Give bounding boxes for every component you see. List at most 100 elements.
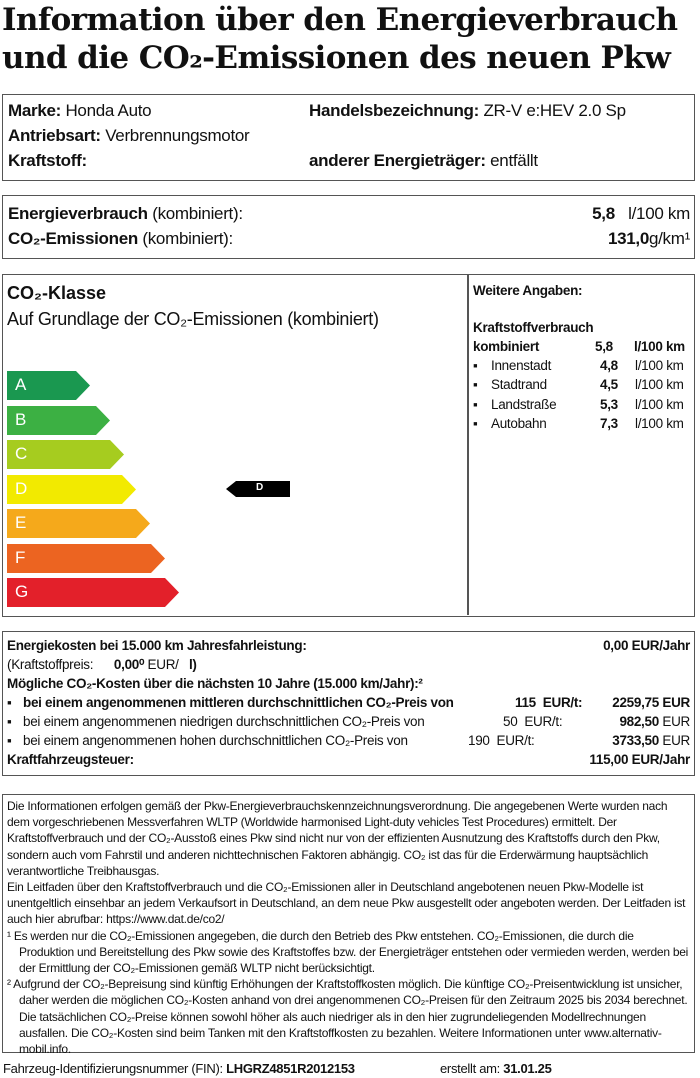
tax-label: Kraftfahrzeugsteuer: <box>7 752 134 767</box>
co2-class-letter: E <box>15 513 27 532</box>
bullet-icon: ▪ <box>473 396 478 412</box>
footnote-2: ² Aufgrund der CO₂-Bepreisung sind künft… <box>7 977 688 1057</box>
co2-label: CO₂-Emissionen <box>8 229 138 248</box>
fin-value: LHGRZ4851R2012153 <box>226 1061 355 1076</box>
footnote-1: ¹ Es werden nur die CO₂-Emissionen angeg… <box>7 928 689 976</box>
energy-value: 5,8 <box>592 204 615 223</box>
current-class-marker: D <box>226 481 290 497</box>
bullet-icon: ▪ <box>7 733 12 748</box>
co2-unit: g/km¹ <box>648 229 690 248</box>
fuel-price-value: 0,00⁰ <box>113 657 145 672</box>
consumption-row-unit: l/100 km <box>635 358 684 373</box>
co2-cost-row-text: bei einem angenommenen niedrigen durchsc… <box>23 714 425 729</box>
consumption-row-label: Autobahn <box>491 415 547 431</box>
costs-box: Energiekosten bei 15.000 km Jahresfahrle… <box>2 631 695 776</box>
bullet-icon: ▪ <box>473 377 478 393</box>
co2-class-bar-a: A <box>7 371 90 400</box>
divider <box>467 275 469 615</box>
note-paragraph-1: Die Informationen erfolgen gemäß der Pkw… <box>7 799 668 878</box>
bullet-icon: ▪ <box>7 695 12 710</box>
consumption-row-unit: l/100 km <box>635 415 684 431</box>
consumption-row-unit: l/100 km <box>635 377 684 393</box>
further-title: Weitere Angaben: <box>473 283 583 298</box>
combined-label: kombiniert <box>473 339 540 354</box>
co2-class-letter: D <box>15 478 28 498</box>
co2-class-bar-c: C <box>7 440 124 469</box>
co2-class-letter: C <box>15 444 28 463</box>
co2-class-box: CO₂-Klasse Auf Grundlage der CO₂-Emissio… <box>2 274 695 617</box>
vehicle-box: Marke: Honda Auto Handelsbezeichnung: ZR… <box>2 94 695 181</box>
title-line-1: Information über den Energieverbrauch <box>2 2 678 38</box>
kraftstoff-label: Kraftstoff: <box>8 151 87 170</box>
co2-value: 131,0 <box>607 229 649 248</box>
note-paragraph-2: Ein Leitfaden über den Kraftstoffverbrau… <box>7 880 686 927</box>
notes-box: Die Informationen erfolgen gemäß der Pkw… <box>2 794 695 1056</box>
co2-cost-value: 982,50 <box>619 714 659 729</box>
energy-cost-value: 0,00 EUR/Jahr <box>603 638 690 653</box>
current-class-label: D <box>256 482 264 493</box>
handel-value: ZR-V e:HEV 2.0 Sp <box>483 101 626 120</box>
co2-class-bar-d: D <box>7 474 136 504</box>
co2-cost-row-text: bei einem angenommenen mittleren durchsc… <box>23 695 454 710</box>
combined-unit: l/100 km <box>634 339 685 354</box>
consumption-row-label: Stadtrand <box>491 377 547 393</box>
tax-value: 115,00 EUR/Jahr <box>589 752 690 767</box>
consumption-row-value: 5,3 <box>600 396 618 412</box>
marke-value: Honda Auto <box>65 101 152 120</box>
co2-price-unit: EUR/t: <box>542 695 583 710</box>
energy-cost-label: Energiekosten bei 15.000 km Jahresfahrle… <box>7 638 307 653</box>
co2-class-subtitle: Auf Grundlage der CO₂-Emissionen (kombin… <box>7 309 379 329</box>
energy-unit: l/100 km <box>628 204 690 223</box>
co2-class-bar-g: G <box>7 578 179 607</box>
date-label: erstellt am: <box>440 1061 500 1076</box>
antrieb-label: Antriebsart: <box>8 126 101 145</box>
consumption-row-unit: l/100 km <box>635 396 684 412</box>
co2-class-letter: G <box>15 582 29 601</box>
co2-cost-unit: EUR <box>662 733 690 748</box>
antrieb-value: Verbrennungsmotor <box>105 126 250 145</box>
date-value: 31.01.25 <box>503 1061 552 1076</box>
co2-class-letter: B <box>15 409 27 429</box>
bullet-icon: ▪ <box>473 358 478 373</box>
co2-cost-heading: Mögliche CO₂-Kosten über die nächsten 10… <box>7 676 423 691</box>
co2-class-letter: F <box>15 547 26 567</box>
co2-class-bar-b: B <box>7 405 110 435</box>
combined-value: 5,8 <box>595 339 613 354</box>
co2-price-unit: EUR/t: <box>524 714 563 729</box>
co2-price: 115 <box>515 695 536 710</box>
title-line-2: und die CO₂-Emissionen des neuen Pkw <box>2 40 671 76</box>
co2-cost-unit: EUR <box>662 714 690 729</box>
co2-cost-value: 3733,50 <box>612 733 659 748</box>
consumption-row-label: Innenstadt <box>491 358 552 373</box>
energy-suffix: (kombiniert): <box>152 204 243 223</box>
anderer-label: anderer Energieträger: <box>309 151 486 170</box>
fin-label: Fahrzeug-Identifizierungsnummer (FIN): <box>3 1061 223 1076</box>
consumption-row-value: 4,8 <box>600 358 618 373</box>
marke-label: Marke: <box>8 101 62 120</box>
handel-label: Handelsbezeichnung: <box>309 101 479 120</box>
co2-price: 190 <box>468 733 490 748</box>
anderer-value: entfällt <box>490 151 538 170</box>
co2-suffix: (kombiniert): <box>142 229 233 248</box>
co2-class-bar-e: E <box>7 509 150 538</box>
co2-cost-value: 2259,75 EUR <box>612 695 690 710</box>
co2-price: 50 <box>503 714 518 729</box>
further-heading: Kraftstoffverbrauch <box>473 320 594 335</box>
consumption-row-value: 7,3 <box>600 415 618 431</box>
fuel-price-unit-l: l) <box>188 657 197 672</box>
consumption-row-value: 4,5 <box>600 377 618 393</box>
consumption-box: Energieverbrauch (kombiniert): 5,8 l/100… <box>2 195 695 259</box>
co2-cost-row-text: bei einem angenommenen hohen durchschnit… <box>23 733 408 748</box>
bullet-icon: ▪ <box>473 415 478 431</box>
energy-label: Energieverbrauch <box>8 204 148 223</box>
co2-price-unit: EUR/t: <box>496 733 535 748</box>
marker-arrow-icon <box>226 481 290 497</box>
fuel-price-label: (Kraftstoffpreis: <box>7 657 94 672</box>
co2-class-bar-f: F <box>7 543 165 573</box>
fuel-price-unit: EUR/ <box>147 657 179 672</box>
bullet-icon: ▪ <box>7 714 12 729</box>
consumption-row-label: Landstraße <box>491 396 557 412</box>
co2-class-title: CO₂-Klasse <box>7 283 107 303</box>
co2-class-letter: A <box>15 375 27 394</box>
